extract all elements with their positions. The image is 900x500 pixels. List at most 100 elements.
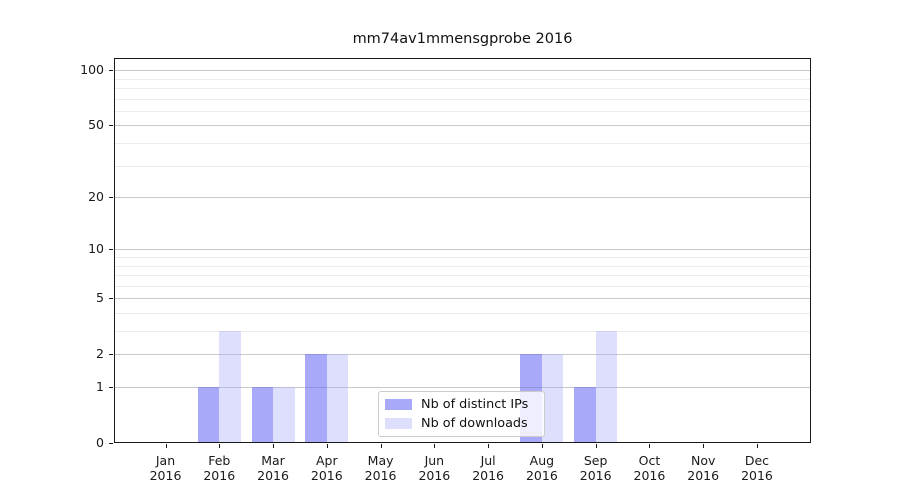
- bar-downloads-aug: [541, 354, 564, 443]
- minor-gridline: [114, 110, 811, 112]
- y-tick-mark: [109, 298, 113, 300]
- bar-downloads-apr: [326, 354, 349, 443]
- x-tick-mark: [756, 444, 758, 448]
- x-tick-label-oct: Oct 2016: [619, 453, 679, 483]
- month-label: Feb: [208, 453, 231, 468]
- y-tick-label: 5: [96, 290, 104, 306]
- year-label: 2016: [364, 468, 397, 483]
- x-tick-mark: [219, 444, 221, 448]
- y-tick-label: 20: [88, 189, 104, 205]
- minor-gridline: [114, 143, 811, 145]
- x-tick-label-jul: Jul 2016: [458, 453, 518, 483]
- year-label: 2016: [257, 468, 289, 483]
- bar-distinct-ips-mar: [251, 387, 274, 443]
- year-label: 2016: [149, 468, 182, 483]
- year-label: 2016: [687, 468, 720, 483]
- year-label: 2016: [579, 468, 612, 483]
- bar-distinct-ips-sep: [574, 387, 596, 443]
- minor-gridline: [114, 285, 811, 287]
- y-tick-label: 2: [96, 346, 104, 362]
- year-label: 2016: [633, 468, 666, 483]
- x-tick-label-jan: Jan 2016: [136, 453, 196, 483]
- minor-gridline: [114, 88, 811, 90]
- x-tick-mark: [273, 444, 275, 448]
- year-label: 2016: [203, 468, 236, 483]
- major-gridline: [114, 354, 811, 356]
- legend-label-downloads: Nb of downloads: [421, 415, 528, 431]
- y-tick-mark: [109, 249, 113, 251]
- month-label: Jul: [480, 453, 496, 468]
- month-label: Jan: [155, 453, 176, 468]
- bar-downloads-sep: [595, 331, 618, 443]
- x-tick-label-aug: Aug 2016: [512, 453, 572, 483]
- plot-area: [114, 58, 811, 443]
- major-gridline: [114, 387, 811, 388]
- month-label: Sep: [583, 453, 608, 468]
- x-tick-label-dec: Dec 2016: [727, 453, 787, 483]
- minor-gridline: [114, 331, 811, 333]
- y-tick-mark: [109, 354, 113, 356]
- y-tick-mark: [109, 70, 113, 72]
- legend-row: Nb of distinct IPs: [385, 397, 538, 412]
- minor-gridline: [114, 275, 811, 277]
- minor-gridline: [114, 98, 811, 100]
- x-tick-mark: [326, 444, 328, 448]
- minor-gridline: [114, 165, 811, 167]
- y-tick-label: 10: [88, 241, 104, 257]
- x-tick-mark: [165, 444, 167, 448]
- x-tick-label-may: May 2016: [351, 453, 411, 483]
- legend: Nb of distinct IPs Nb of downloads: [378, 391, 545, 437]
- month-label: Jun: [424, 453, 445, 468]
- month-label: Aug: [529, 453, 555, 468]
- x-tick-mark: [703, 444, 705, 448]
- month-label: Dec: [744, 453, 770, 468]
- x-tick-mark: [649, 444, 651, 448]
- y-tick-label: 100: [80, 62, 104, 78]
- month-label: Mar: [261, 453, 285, 468]
- legend-swatch-downloads: [385, 417, 412, 429]
- year-label: 2016: [310, 468, 343, 483]
- legend-label-distinct-ips: Nb of distinct IPs: [421, 397, 529, 413]
- x-tick-mark: [595, 444, 597, 448]
- y-tick-mark: [109, 197, 113, 199]
- minor-gridline: [114, 257, 811, 258]
- major-gridline: [114, 249, 811, 251]
- major-gridline: [114, 70, 811, 72]
- month-label: Oct: [638, 453, 661, 468]
- y-tick-mark: [109, 125, 113, 127]
- year-label: 2016: [472, 468, 505, 483]
- month-label: May: [367, 453, 394, 468]
- x-tick-mark: [488, 444, 490, 448]
- major-gridline: [114, 298, 811, 300]
- y-tick-mark: [109, 387, 113, 388]
- y-tick-mark: [109, 443, 113, 444]
- chart-title: mm74av1mmensgprobe 2016: [352, 31, 573, 47]
- x-tick-label-mar: Mar 2016: [243, 453, 303, 483]
- major-gridline: [114, 197, 811, 199]
- month-label: Nov: [690, 453, 716, 468]
- bar-downloads-feb: [219, 331, 241, 443]
- x-tick-mark: [380, 444, 382, 448]
- y-tick-label: 0: [96, 435, 104, 450]
- x-tick-label-nov: Nov 2016: [673, 453, 733, 483]
- y-tick-label: 50: [88, 117, 104, 133]
- legend-row: Nb of downloads: [385, 416, 538, 431]
- x-tick-label-apr: Apr 2016: [297, 453, 357, 483]
- minor-gridline: [114, 78, 811, 80]
- legend-swatch-distinct-ips: [385, 399, 412, 411]
- bar-distinct-ips-apr: [305, 354, 327, 443]
- year-label: 2016: [418, 468, 451, 483]
- month-label: Apr: [315, 453, 338, 468]
- x-tick-label-sep: Sep 2016: [566, 453, 626, 483]
- minor-gridline: [114, 312, 811, 314]
- year-label: 2016: [741, 468, 773, 483]
- x-tick-label-jun: Jun 2016: [404, 453, 464, 483]
- x-tick-mark: [434, 444, 436, 448]
- x-tick-mark: [541, 444, 543, 448]
- x-tick-label-feb: Feb 2016: [189, 453, 249, 483]
- minor-gridline: [114, 265, 811, 267]
- year-label: 2016: [525, 468, 558, 483]
- bar-downloads-mar: [273, 387, 295, 443]
- y-tick-label: 1: [96, 379, 104, 394]
